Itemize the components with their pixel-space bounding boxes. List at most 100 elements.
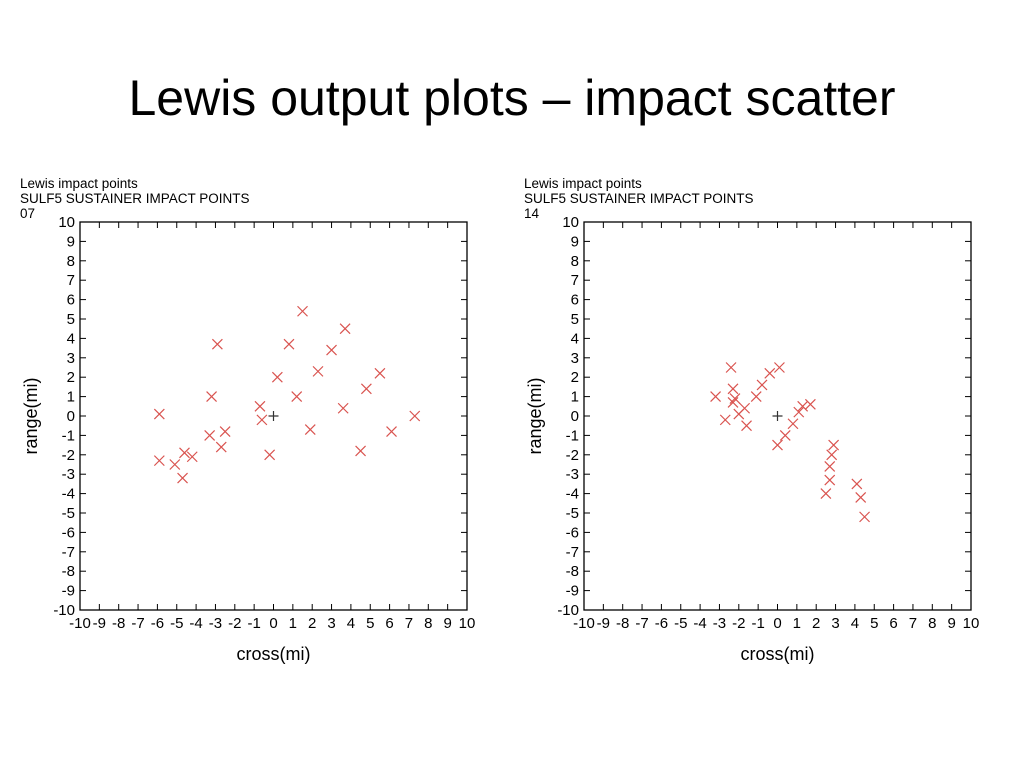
x-tick-label: -10: [573, 615, 595, 632]
chart-header-line-2: SULF5 SUSTAINER IMPACT POINTS: [20, 191, 250, 206]
x-tick-label: 5: [870, 615, 878, 632]
x-tick-label: 8: [928, 615, 936, 632]
impact-point-marker: [772, 439, 783, 451]
x-tick-label: 10: [459, 615, 476, 632]
impact-point-marker: [764, 367, 776, 379]
x-tick-label: -3: [713, 615, 726, 632]
impact-point-marker: [851, 478, 863, 490]
impact-point-marker: [169, 459, 181, 470]
scatter-plot-right: -10 -9 -8 -7 -6 -5 -4 -3 -2 -1 0 1 2 3 4 5 6 7 8 9 101098765…: [525, 214, 980, 664]
impact-point-marker: [153, 455, 165, 467]
y-tick-label: -9: [62, 583, 75, 600]
origin-marker: [268, 411, 279, 421]
impact-point-marker: [337, 402, 349, 414]
x-tick-label: -2: [228, 615, 241, 632]
impact-point-marker: [153, 408, 165, 420]
y-tick-label: -1: [62, 427, 75, 444]
y-tick-label: -5: [62, 505, 75, 522]
x-tick-label: 3: [327, 615, 335, 632]
impact-point-marker: [326, 344, 337, 356]
y-tick-label: 9: [571, 233, 579, 250]
impact-point-marker: [360, 383, 372, 395]
x-tick-label: 7: [405, 615, 413, 632]
y-tick-label: -7: [62, 544, 75, 561]
y-tick-label: 4: [571, 330, 579, 347]
x-tick-label: -4: [693, 615, 706, 632]
y-tick-label: -9: [566, 583, 579, 600]
impact-point-marker: [710, 391, 722, 403]
x-tick-label: -3: [209, 615, 222, 632]
y-tick-label: 2: [67, 369, 75, 386]
impact-point-marker: [774, 362, 785, 373]
y-tick-label: 10: [562, 214, 579, 231]
impact-point-marker: [206, 391, 218, 403]
x-tick-label: -8: [616, 615, 629, 632]
y-tick-label: 8: [67, 253, 75, 270]
impact-point-marker: [739, 402, 751, 414]
y-tick-label: -10: [53, 602, 75, 619]
chart-header-line-1: Lewis impact points: [524, 176, 642, 191]
impact-point-marker: [750, 391, 762, 403]
x-tick-label: -7: [131, 615, 144, 632]
x-tick-label: 1: [793, 615, 801, 632]
impact-point-marker: [355, 445, 366, 457]
y-tick-label: -2: [62, 447, 75, 464]
impact-point-marker: [787, 418, 799, 430]
x-tick-label: 3: [831, 615, 839, 632]
impact-point-marker: [297, 305, 308, 317]
y-axis-label: range(mi): [525, 377, 545, 454]
impact-point-marker: [727, 383, 739, 395]
impact-point-marker: [186, 451, 198, 463]
y-tick-label: -1: [566, 427, 579, 444]
impact-point-marker: [386, 426, 397, 437]
chart-header-line-3: 07: [20, 206, 36, 221]
impact-point-marker: [304, 424, 316, 436]
x-tick-label: 6: [385, 615, 393, 632]
x-tick-label: 4: [851, 615, 859, 632]
x-tick-label: -2: [732, 615, 745, 632]
impact-point-marker: [374, 367, 386, 379]
y-tick-label: -6: [566, 524, 579, 541]
y-tick-label: 9: [67, 233, 75, 250]
x-tick-label: -9: [597, 615, 610, 632]
x-tick-label: -1: [751, 615, 764, 632]
x-tick-label: 2: [812, 615, 820, 632]
x-tick-label: -7: [635, 615, 648, 632]
chart-header-line-2: SULF5 SUSTAINER IMPACT POINTS: [524, 191, 754, 206]
y-tick-label: -3: [566, 466, 579, 483]
x-tick-label: 7: [909, 615, 917, 632]
impact-point-marker: [741, 420, 752, 432]
y-tick-label: 5: [571, 311, 579, 328]
impact-point-marker: [779, 429, 791, 441]
y-tick-label: 6: [67, 292, 75, 309]
slide-title: Lewis output plots – impact scatter: [128, 70, 896, 126]
x-tick-label: -5: [170, 615, 183, 632]
impact-point-marker: [211, 338, 223, 350]
y-tick-label: 7: [67, 272, 75, 289]
y-tick-label: -7: [566, 544, 579, 561]
x-tick-label: 2: [308, 615, 316, 632]
y-tick-label: -10: [557, 602, 579, 619]
impact-point-marker: [271, 371, 283, 383]
impact-point-marker: [826, 449, 838, 461]
impact-point-marker: [824, 474, 836, 486]
x-tick-label: -1: [247, 615, 260, 632]
y-tick-label: 7: [571, 272, 579, 289]
impact-point-marker: [256, 414, 268, 426]
impact-point-marker: [409, 410, 421, 422]
x-tick-label: 10: [963, 615, 980, 632]
impact-point-marker: [729, 393, 741, 404]
x-tick-label: -9: [93, 615, 106, 632]
x-tick-label: 6: [889, 615, 897, 632]
impact-point-marker: [264, 449, 276, 461]
y-tick-label: -8: [566, 563, 579, 580]
y-tick-label: -4: [62, 486, 75, 503]
impact-point-marker: [725, 362, 737, 373]
y-tick-label: 4: [67, 330, 75, 347]
y-tick-label: 10: [58, 214, 75, 231]
impact-point-marker: [177, 472, 188, 484]
y-tick-label: 0: [571, 408, 579, 425]
impact-point-marker: [793, 406, 805, 418]
y-tick-label: 3: [571, 350, 579, 367]
impact-point-marker: [283, 338, 295, 350]
